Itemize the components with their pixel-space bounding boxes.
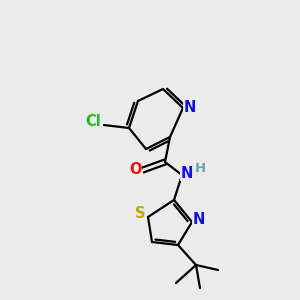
Text: S: S [135,206,145,221]
Text: N: N [181,166,193,181]
Text: H: H [194,163,206,176]
Text: Cl: Cl [85,115,101,130]
Text: N: N [193,212,205,227]
Text: N: N [184,100,196,115]
Text: O: O [129,163,141,178]
